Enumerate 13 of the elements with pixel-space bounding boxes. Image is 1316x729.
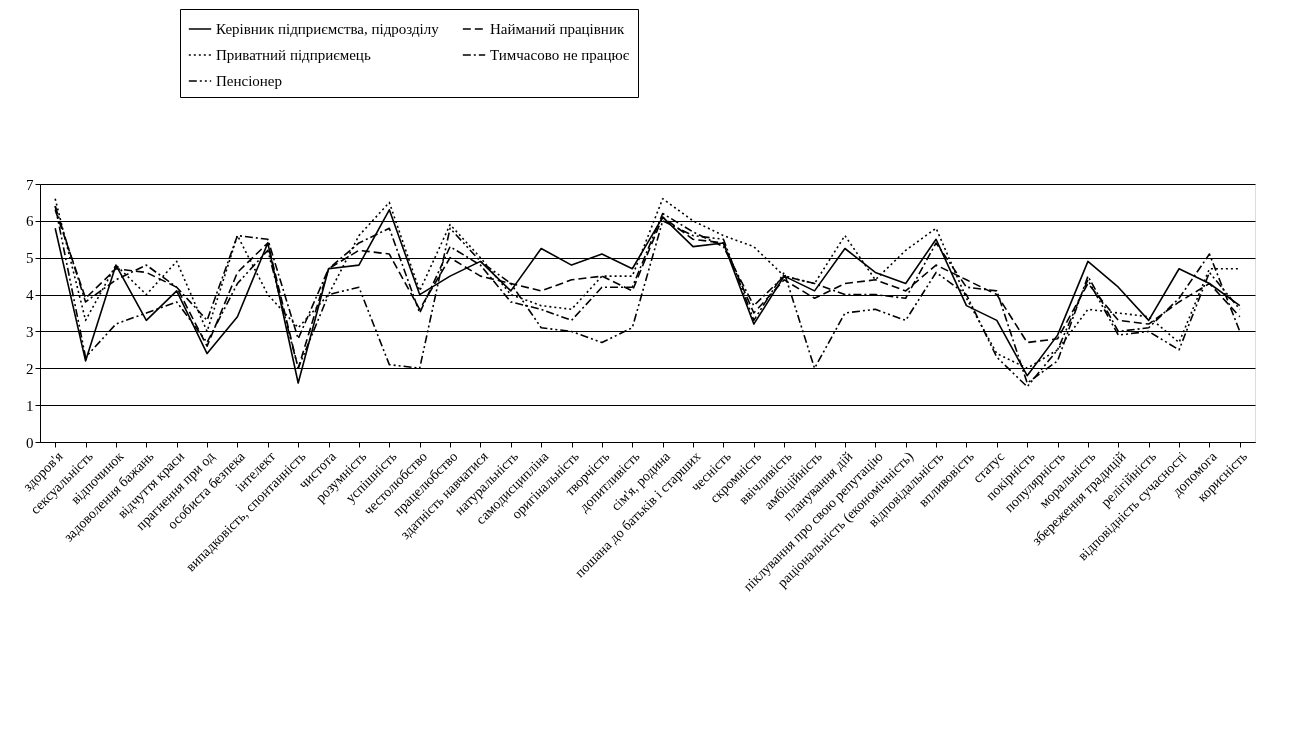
y-tick-label: 2: [26, 360, 34, 377]
y-tick-label: 0: [26, 434, 34, 451]
y-tick-label: 7: [26, 176, 34, 193]
y-tick-label: 6: [26, 213, 34, 230]
legend-label: Тимчасово не працює: [490, 47, 630, 63]
y-tick-label: 1: [26, 397, 34, 414]
legend-label: Найманий працівник: [490, 21, 625, 37]
y-tick-label: 5: [26, 250, 34, 267]
y-tick-label: 3: [26, 323, 34, 340]
legend-label: Пенсіонер: [216, 73, 283, 89]
y-tick-label: 4: [26, 287, 34, 304]
legend-label: Приватний підприємець: [216, 47, 371, 63]
legend-label: Керівник підприємства, підрозділу: [216, 21, 440, 37]
